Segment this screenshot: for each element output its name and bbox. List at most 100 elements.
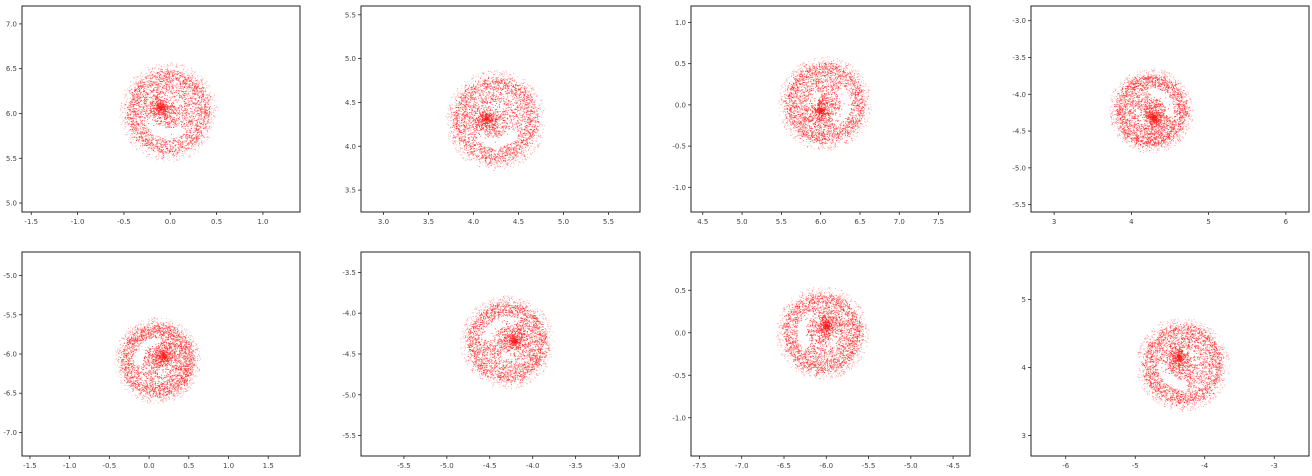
data-point — [129, 141, 131, 143]
data-point — [168, 160, 170, 161]
data-point — [149, 75, 151, 77]
data-point — [195, 92, 197, 94]
data-point — [200, 133, 202, 135]
data-point — [130, 133, 132, 135]
data-point — [215, 109, 216, 111]
data-point — [153, 71, 155, 73]
data-point — [177, 152, 179, 154]
data-point — [158, 135, 160, 137]
data-point — [156, 65, 158, 67]
data-point — [124, 97, 125, 99]
data-point — [148, 140, 150, 142]
data-point — [214, 105, 216, 106]
data-point — [127, 138, 129, 140]
data-point — [159, 82, 161, 84]
data-point — [155, 144, 157, 145]
data-point — [123, 94, 125, 95]
data-point — [189, 154, 191, 156]
data-point — [125, 119, 127, 120]
data-point — [202, 143, 203, 145]
data-point — [165, 153, 167, 155]
data-point — [142, 152, 144, 154]
data-point — [202, 142, 204, 143]
data-point — [202, 145, 204, 146]
data-point — [141, 80, 143, 82]
data-point — [135, 117, 137, 118]
data-point — [122, 111, 124, 113]
data-point — [188, 84, 189, 86]
data-point — [121, 105, 122, 107]
data-point — [175, 66, 177, 68]
data-point — [163, 153, 165, 155]
data-point — [148, 69, 149, 71]
data-point — [160, 157, 162, 159]
data-point — [202, 87, 204, 88]
data-point — [206, 114, 208, 116]
data-point — [201, 99, 203, 101]
data-point — [210, 98, 212, 100]
data-point — [124, 123, 126, 125]
data-point — [181, 64, 183, 66]
data-point — [168, 156, 170, 158]
data-point — [213, 115, 215, 117]
data-point — [135, 124, 137, 125]
data-point — [139, 147, 140, 149]
data-point — [166, 158, 168, 160]
data-point — [152, 89, 154, 91]
data-point — [127, 134, 128, 136]
data-point — [183, 66, 185, 68]
data-point — [176, 144, 178, 146]
data-point — [204, 88, 206, 90]
data-point — [208, 126, 210, 128]
data-point — [191, 149, 193, 151]
data-point — [149, 85, 150, 86]
data-point — [159, 151, 160, 152]
data-point — [128, 101, 130, 103]
data-point — [125, 123, 127, 125]
data-point — [179, 158, 181, 160]
data-point — [140, 71, 142, 73]
data-point — [127, 90, 129, 92]
data-point — [181, 87, 183, 89]
data-point — [146, 100, 148, 101]
data-point — [125, 112, 127, 114]
data-point — [202, 118, 204, 120]
data-point — [162, 156, 164, 158]
data-point — [132, 133, 134, 135]
data-point — [206, 137, 208, 138]
data-point — [197, 75, 199, 77]
data-point — [135, 81, 137, 83]
data-point — [125, 116, 127, 118]
data-point — [133, 142, 135, 144]
data-point — [144, 72, 146, 74]
data-point — [156, 147, 157, 149]
data-point — [135, 76, 137, 77]
data-point — [146, 151, 147, 153]
data-point — [158, 155, 160, 157]
data-point — [215, 107, 217, 108]
data-point — [184, 152, 186, 154]
data-point — [125, 99, 127, 101]
data-point — [153, 149, 154, 150]
data-point — [181, 89, 183, 91]
data-point — [135, 79, 137, 81]
data-point — [170, 62, 172, 64]
data-point — [200, 104, 201, 106]
data-point — [190, 72, 192, 74]
data-point — [127, 98, 129, 100]
data-point — [210, 118, 212, 120]
data-point — [201, 140, 203, 142]
data-point — [201, 105, 203, 106]
data-point — [129, 130, 131, 132]
data-point — [156, 158, 158, 160]
data-point — [196, 91, 198, 93]
data-point — [143, 151, 144, 153]
data-point — [152, 75, 154, 77]
data-point — [154, 78, 156, 79]
data-point — [128, 91, 130, 93]
data-point — [206, 86, 207, 88]
data-point — [144, 131, 146, 132]
data-point — [201, 83, 203, 85]
